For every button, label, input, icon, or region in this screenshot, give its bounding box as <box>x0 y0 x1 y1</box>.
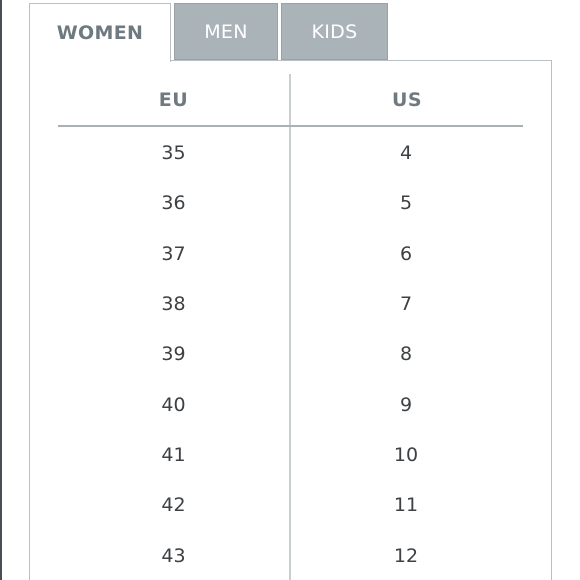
table-row: 38 7 <box>58 279 523 329</box>
us-size-cell: 8 <box>399 343 413 366</box>
table-row: 40 9 <box>58 379 523 429</box>
eu-size-cell: 36 <box>161 192 186 215</box>
us-size-cell: 11 <box>393 494 419 517</box>
column-divider <box>289 74 291 580</box>
column-header-eu: EU <box>158 89 189 111</box>
us-size-cell: 6 <box>399 242 413 265</box>
table-row: 35 4 <box>58 128 523 178</box>
table-row: 42 11 <box>58 480 523 530</box>
tab-men[interactable]: MEN <box>174 3 278 60</box>
us-size-cell: 5 <box>399 192 413 215</box>
size-table-body: 35 4 36 5 37 6 38 7 39 8 40 9 41 10 42 1 <box>58 128 523 580</box>
tab-kids-label: KIDS <box>311 20 358 43</box>
us-size-cell: 4 <box>399 142 413 165</box>
eu-size-cell: 42 <box>161 494 186 517</box>
panel-right-border <box>551 60 552 580</box>
eu-size-cell: 37 <box>161 242 186 265</box>
table-row: 43 12 <box>58 530 523 580</box>
eu-size-cell: 35 <box>161 142 186 165</box>
header-divider <box>58 125 523 127</box>
eu-size-cell: 38 <box>161 293 186 316</box>
table-row: 36 5 <box>58 178 523 228</box>
eu-size-cell: 43 <box>161 544 186 567</box>
tab-women[interactable]: WOMEN <box>29 3 171 62</box>
tab-kids[interactable]: KIDS <box>281 3 388 60</box>
us-size-cell: 9 <box>399 393 413 416</box>
eu-size-cell: 39 <box>161 343 186 366</box>
us-size-cell: 10 <box>393 443 419 466</box>
us-size-cell: 7 <box>399 293 413 316</box>
eu-size-cell: 41 <box>161 443 186 466</box>
column-header-us: US <box>391 89 423 111</box>
table-row: 41 10 <box>58 430 523 480</box>
panel-left-border <box>29 60 30 580</box>
tab-men-label: MEN <box>204 20 248 43</box>
table-row: 37 6 <box>58 229 523 279</box>
left-edge-divider <box>0 0 2 580</box>
us-size-cell: 12 <box>393 544 419 567</box>
eu-size-cell: 40 <box>161 393 186 416</box>
table-row: 39 8 <box>58 329 523 379</box>
panel-top-border <box>171 60 552 61</box>
tab-women-label: WOMEN <box>56 22 144 44</box>
